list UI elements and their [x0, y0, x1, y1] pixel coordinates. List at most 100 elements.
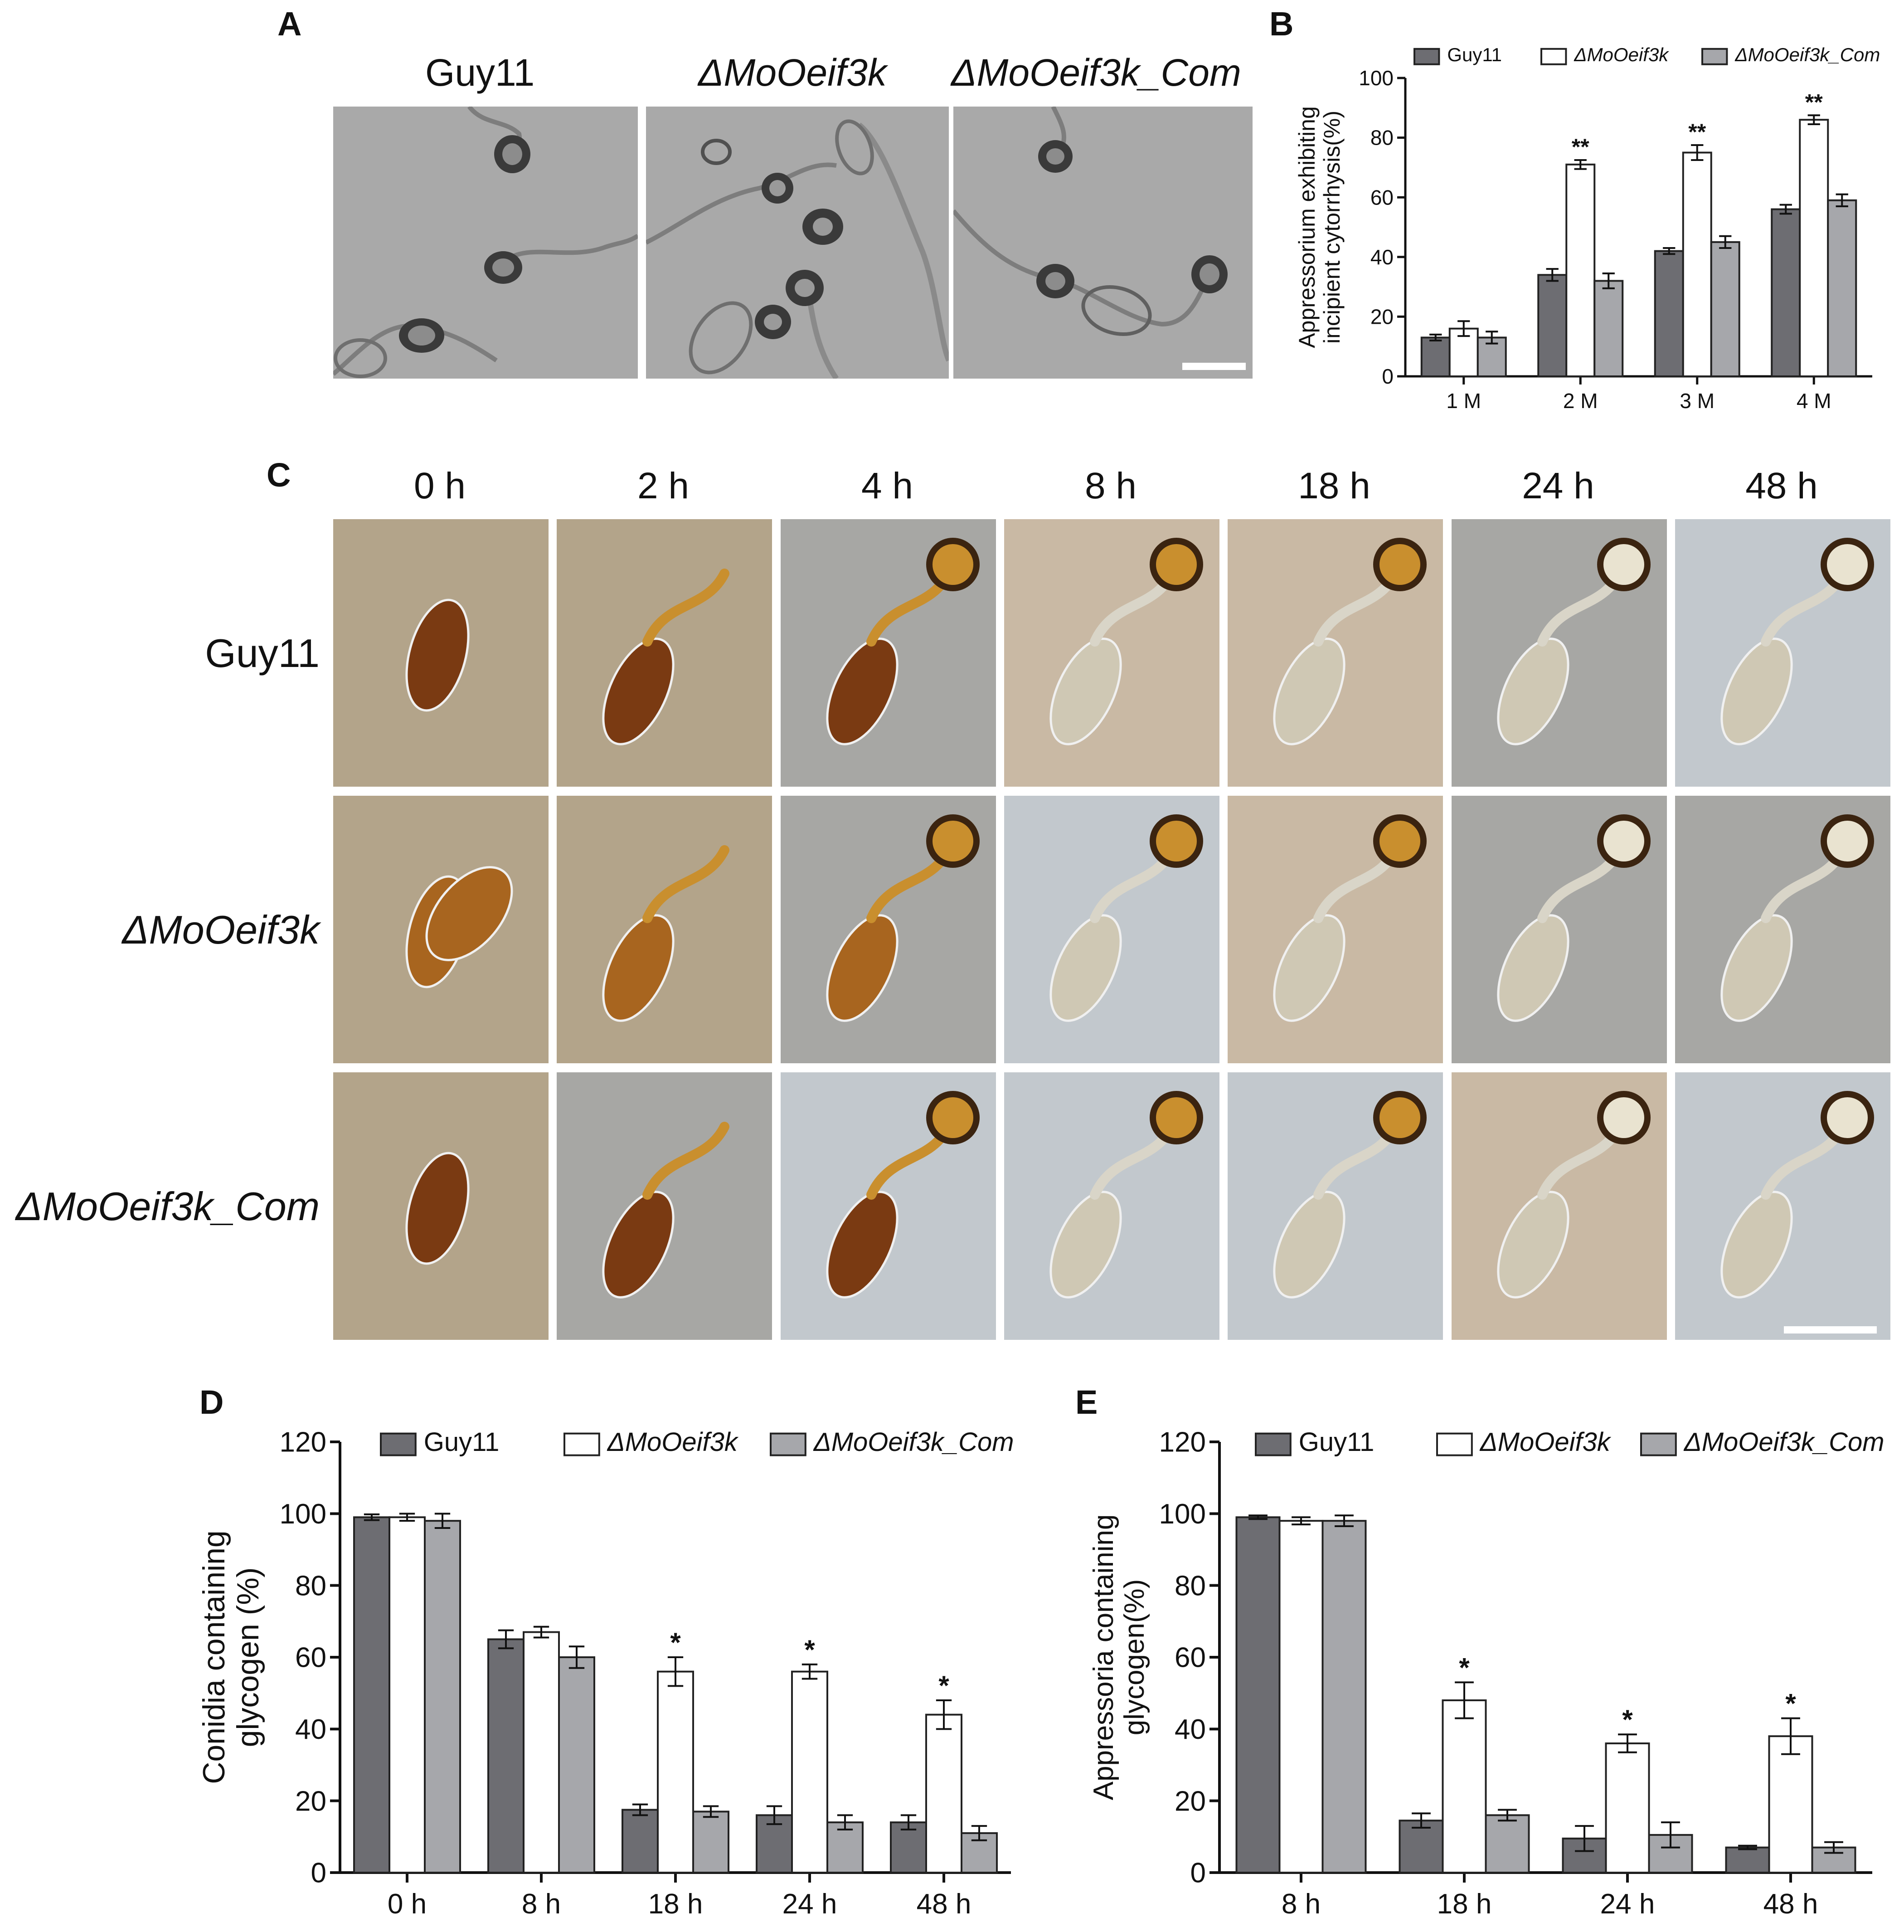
micrograph-tile [1675, 519, 1890, 787]
bar [1682, 151, 1712, 377]
significance-mark: * [670, 1627, 681, 1658]
conidium [602, 1191, 675, 1299]
panel-letter-b: B [1269, 5, 1294, 43]
time-label: 48 h [1745, 465, 1818, 506]
y-axis-label: Appressoria containing glycogen(%) [1088, 1514, 1150, 1801]
micrograph-drawing [1273, 814, 1427, 1022]
micrograph-drawing [1720, 538, 1874, 745]
bar [1725, 1846, 1770, 1874]
bar [1654, 250, 1684, 377]
conidium [1049, 638, 1122, 745]
micrograph-tile [557, 796, 772, 1063]
bar [424, 1520, 461, 1874]
legend-label: Guy11 [424, 1427, 500, 1457]
x-tick-label: 4 M [1797, 389, 1831, 413]
x-tick-label: 2 M [1563, 389, 1598, 413]
y-tick-label: 40 [295, 1714, 326, 1745]
micrograph-tile [1452, 519, 1667, 787]
micrograph-drawing [1720, 814, 1874, 1022]
micrograph-tile [557, 1072, 772, 1340]
legend: Guy11 ΔMoOeif3k ΔMoOeif3k_Com [1255, 1427, 1885, 1457]
panel-letter-e: E [1075, 1383, 1098, 1421]
row-label: Guy11 [205, 631, 320, 676]
appressorium [1821, 814, 1874, 868]
x-tick-label: 18 h [1437, 1888, 1492, 1920]
micrograph-drawing [1720, 1091, 1874, 1299]
legend-swatch [770, 1432, 806, 1456]
micrograph-drawing [1049, 814, 1203, 1022]
chart-d-conidia-glycogen: 0 20 40 60 80 100 120 Conidia containingglycoge… [197, 1427, 1014, 1920]
appressorium [1150, 814, 1203, 868]
x-tick-label: 24 h [1600, 1888, 1655, 1920]
legend-swatch [563, 1432, 600, 1456]
bar [523, 1631, 560, 1874]
conidium [425, 866, 513, 961]
micrograph-drawing [602, 569, 729, 745]
appressorium [1597, 1091, 1651, 1144]
conidium [1049, 914, 1122, 1022]
bar [1768, 1735, 1813, 1874]
micrograph-tile [333, 519, 549, 787]
conidium [1720, 638, 1793, 745]
time-label: 4 h [861, 465, 913, 506]
scale-bar [1182, 363, 1246, 370]
y-tick-label: 20 [295, 1786, 326, 1817]
legend: Guy11 ΔMoOeif3k ΔMoOeif3k_Com [1413, 44, 1880, 65]
conidium [602, 914, 675, 1022]
appressorium [926, 1091, 980, 1144]
y-tick-label: 0 [1190, 1858, 1206, 1889]
appressorium [1373, 1091, 1427, 1144]
micrograph-tile [1675, 796, 1890, 1063]
appressorium [1373, 814, 1427, 868]
legend-swatch [1436, 1432, 1473, 1456]
legend-label: ΔMoOeif3k_Com [1683, 1427, 1885, 1457]
bar [657, 1670, 694, 1874]
y-tick-label: 60 [295, 1642, 326, 1674]
significance-mark: * [1622, 1704, 1633, 1735]
legend-label: ΔMoOeif3k_Com [1734, 44, 1880, 65]
y-tick-label: 120 [1159, 1427, 1206, 1458]
germ-tube [642, 1122, 729, 1200]
germ-tube [642, 569, 729, 647]
bar [1278, 1520, 1324, 1874]
panel-letter-c: C [267, 456, 291, 494]
x-tick-label: 3 M [1680, 389, 1715, 413]
bar [791, 1670, 828, 1874]
time-label: 24 h [1522, 465, 1594, 506]
legend-swatch [1255, 1432, 1292, 1456]
micrograph-drawing [1497, 814, 1651, 1022]
y-axis-label: Appressorium exhibiting incipient cytorrh… [1294, 106, 1345, 348]
panel-a-label-guy11: Guy11 [425, 51, 535, 94]
appressorium [1821, 1091, 1874, 1144]
time-label: 8 h [1085, 465, 1137, 506]
conidium [602, 638, 675, 745]
legend-label: Guy11 [1447, 44, 1502, 65]
panel-a-label-deletion: ΔMoOeif3k [698, 51, 887, 94]
chart-b-incipient-cytorrhysis: 0 20 40 60 80 100 Appressorium exhibiting incip… [1294, 44, 1880, 413]
bar [1565, 163, 1596, 377]
y-tick-label: 100 [280, 1499, 326, 1530]
micrograph-tile [1004, 1072, 1219, 1340]
conidium [405, 1152, 470, 1265]
appressorium [926, 538, 980, 591]
legend-label: ΔMoOeif3k_Com [813, 1427, 1014, 1457]
bar [1593, 280, 1624, 377]
bar [925, 1713, 962, 1874]
legend-label: Guy11 [1299, 1427, 1375, 1457]
y-tick-label: 100 [1159, 1499, 1206, 1530]
micrograph-drawing [1049, 538, 1203, 745]
legend-label: ΔMoOeif3k [607, 1427, 739, 1457]
appressorium [1597, 538, 1651, 591]
y-tick-label: 0 [1382, 365, 1394, 388]
y-tick-label: 80 [1370, 126, 1394, 150]
micrograph-tile [781, 519, 996, 787]
micrograph-complement [953, 107, 1246, 370]
conidium [1049, 1191, 1122, 1299]
appressorium [926, 814, 980, 868]
micrograph-tile [1675, 1072, 1890, 1340]
x-tick-label: 8 h [522, 1888, 561, 1920]
appressorium [1150, 538, 1203, 591]
y-tick-label: 80 [1175, 1570, 1206, 1601]
micrograph-drawing [826, 1091, 980, 1299]
micrograph-deletion [646, 119, 949, 379]
